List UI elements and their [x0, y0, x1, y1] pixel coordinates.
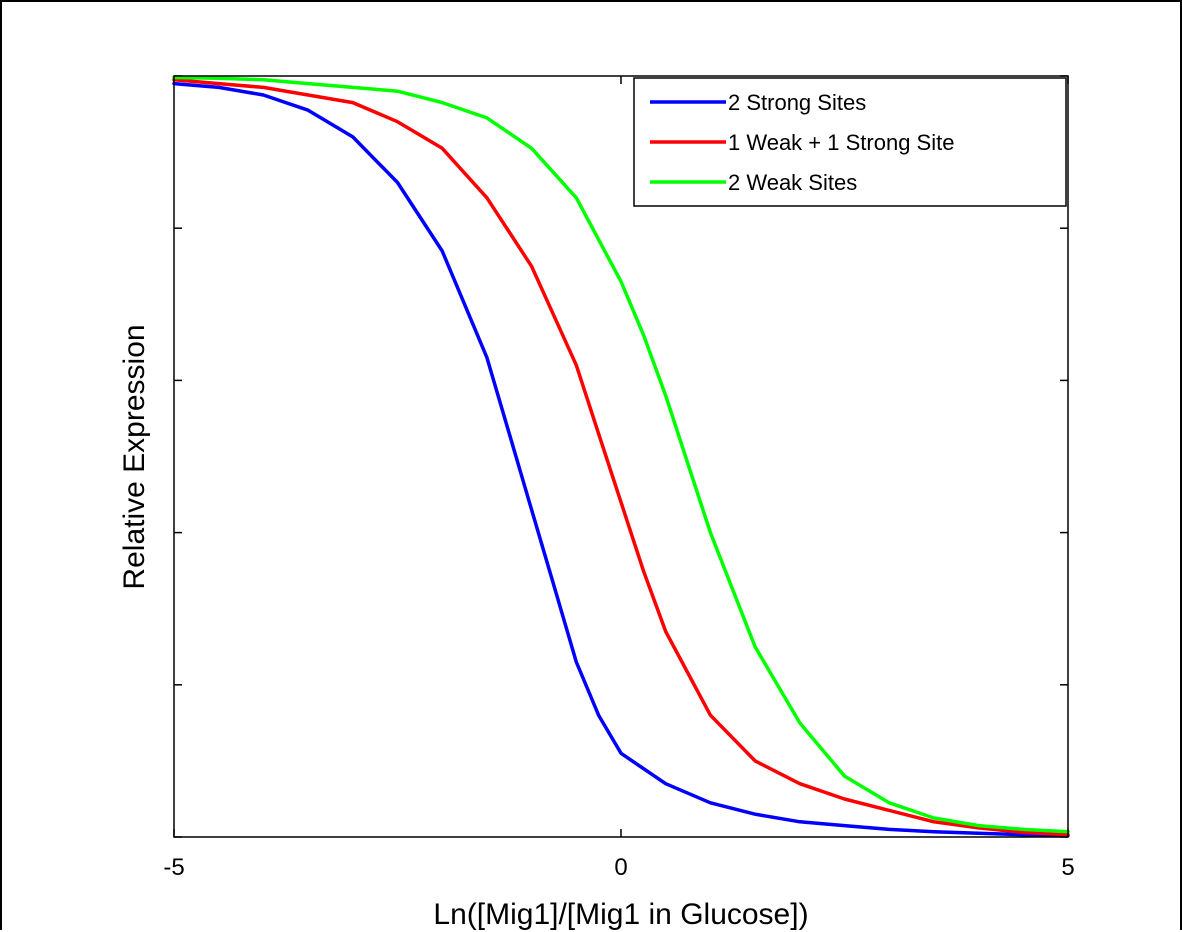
plot-frame: [173, 75, 1069, 838]
series-line-3: [172, 75, 1070, 834]
x-tick-label: -5: [163, 854, 184, 881]
series-line-1: [172, 81, 1070, 838]
legend-label-2: 1 Weak + 1 Strong Site: [728, 130, 954, 155]
x-axis-label: Ln([Mig1]/[Mig1 in Glucose]): [433, 898, 808, 931]
x-tick-label: 5: [1061, 854, 1074, 881]
legend-entries: 2 Strong Sites 1 Weak + 1 Strong Site 2 We…: [650, 90, 954, 195]
y-axis-label: Relative Expression: [118, 324, 151, 589]
legend-label-1: 2 Strong Sites: [728, 90, 866, 115]
series-line-2: [172, 78, 1070, 837]
series-layer: [172, 75, 1070, 838]
x-tick-labels: -5 0 5: [163, 854, 1074, 881]
legend: 2 Strong Sites 1 Weak + 1 Strong Site 2 We…: [633, 77, 1067, 207]
x-tick-label: 0: [614, 854, 627, 881]
legend-label-3: 2 Weak Sites: [728, 170, 857, 195]
